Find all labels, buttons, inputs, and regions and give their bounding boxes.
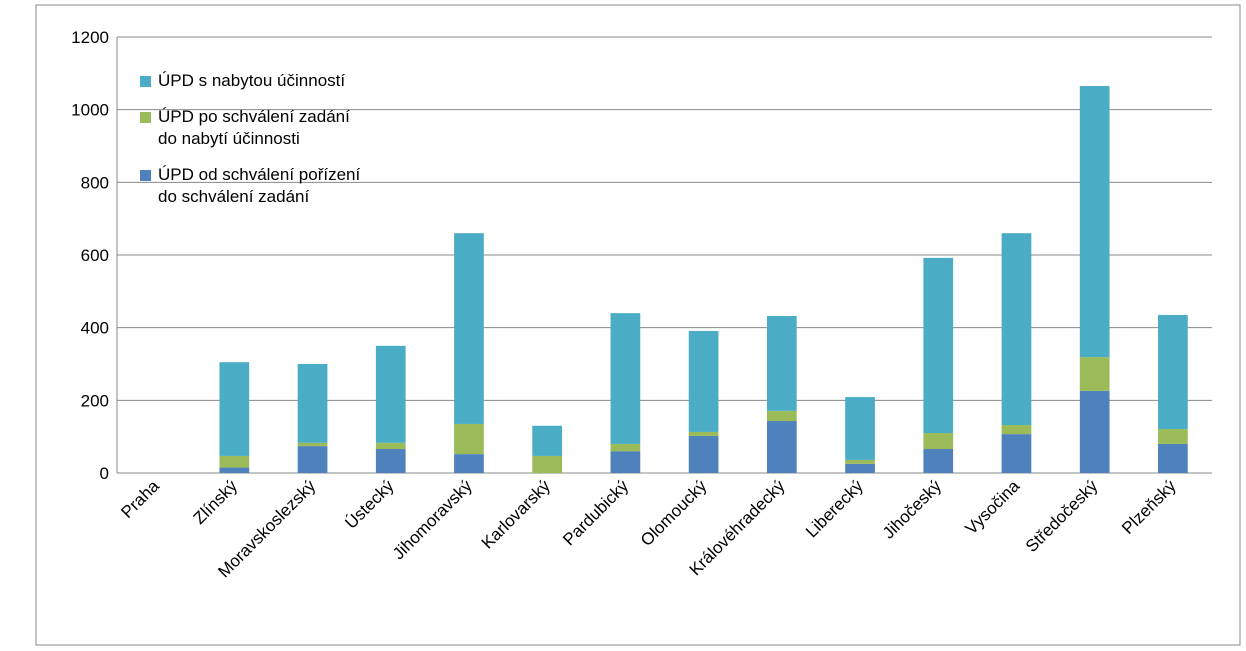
- bar-segment: [610, 451, 641, 473]
- bar-segment: [1079, 390, 1110, 473]
- bar-segment: [1079, 357, 1110, 391]
- legend: ÚPD s nabytou účinností ÚPD po schválení …: [140, 70, 360, 222]
- legend-swatch: [140, 170, 151, 181]
- bar-segment: [532, 455, 563, 473]
- bar-segment: [297, 446, 328, 473]
- bar-segment: [219, 362, 250, 456]
- bar-segment: [766, 410, 797, 422]
- bar-segment: [454, 233, 484, 424]
- bar-segment: [845, 397, 875, 460]
- legend-label: ÚPD od schválení pořízení do schválení z…: [158, 165, 361, 206]
- bar-segment: [297, 364, 328, 443]
- bar-segment: [219, 455, 250, 468]
- bar-segment: [1001, 434, 1032, 473]
- bar-segment: [454, 454, 484, 473]
- bar-segment: [1158, 314, 1188, 430]
- legend-label: ÚPD s nabytou účinností: [158, 71, 346, 90]
- bar-segment: [1001, 425, 1032, 435]
- bar-segment: [766, 421, 797, 473]
- legend-item: ÚPD s nabytou účinností: [140, 70, 360, 92]
- bar-segment: [1158, 443, 1188, 473]
- bar-segment: [688, 435, 719, 473]
- bar-segment: [845, 459, 875, 464]
- y-tick-label: 1000: [71, 101, 109, 120]
- legend-swatch: [140, 112, 151, 123]
- y-tick-label: 0: [100, 464, 109, 483]
- bar-segment: [1079, 86, 1110, 358]
- bar-segment: [923, 449, 954, 473]
- bar-segment: [375, 442, 406, 450]
- y-tick-label: 800: [81, 173, 109, 192]
- legend-swatch: [140, 76, 151, 87]
- y-tick-label: 200: [81, 391, 109, 410]
- bar-segment: [688, 431, 719, 436]
- y-tick-label: 400: [81, 319, 109, 338]
- bar-segment: [1158, 429, 1188, 444]
- bar-segment: [766, 316, 797, 411]
- y-tick-label: 1200: [71, 28, 109, 47]
- bar-segment: [688, 330, 719, 432]
- bar-segment: [845, 463, 875, 473]
- bar-segment: [454, 423, 484, 455]
- bar-segment: [923, 257, 954, 434]
- bar-segment: [297, 442, 328, 447]
- bar-segment: [610, 443, 641, 452]
- legend-item: ÚPD po schválení zadání do nabytí účinno…: [140, 106, 360, 150]
- y-tick-label: 600: [81, 246, 109, 265]
- legend-item: ÚPD od schválení pořízení do schválení z…: [140, 164, 360, 208]
- bar-segment: [610, 313, 641, 444]
- legend-label: ÚPD po schválení zadání do nabytí účinno…: [158, 107, 350, 148]
- bar-segment: [532, 425, 563, 456]
- bar-segment: [923, 433, 954, 450]
- bar-segment: [1001, 233, 1032, 426]
- bar-segment: [375, 345, 406, 443]
- bar-segment: [375, 449, 406, 473]
- bar-segment: [219, 467, 250, 473]
